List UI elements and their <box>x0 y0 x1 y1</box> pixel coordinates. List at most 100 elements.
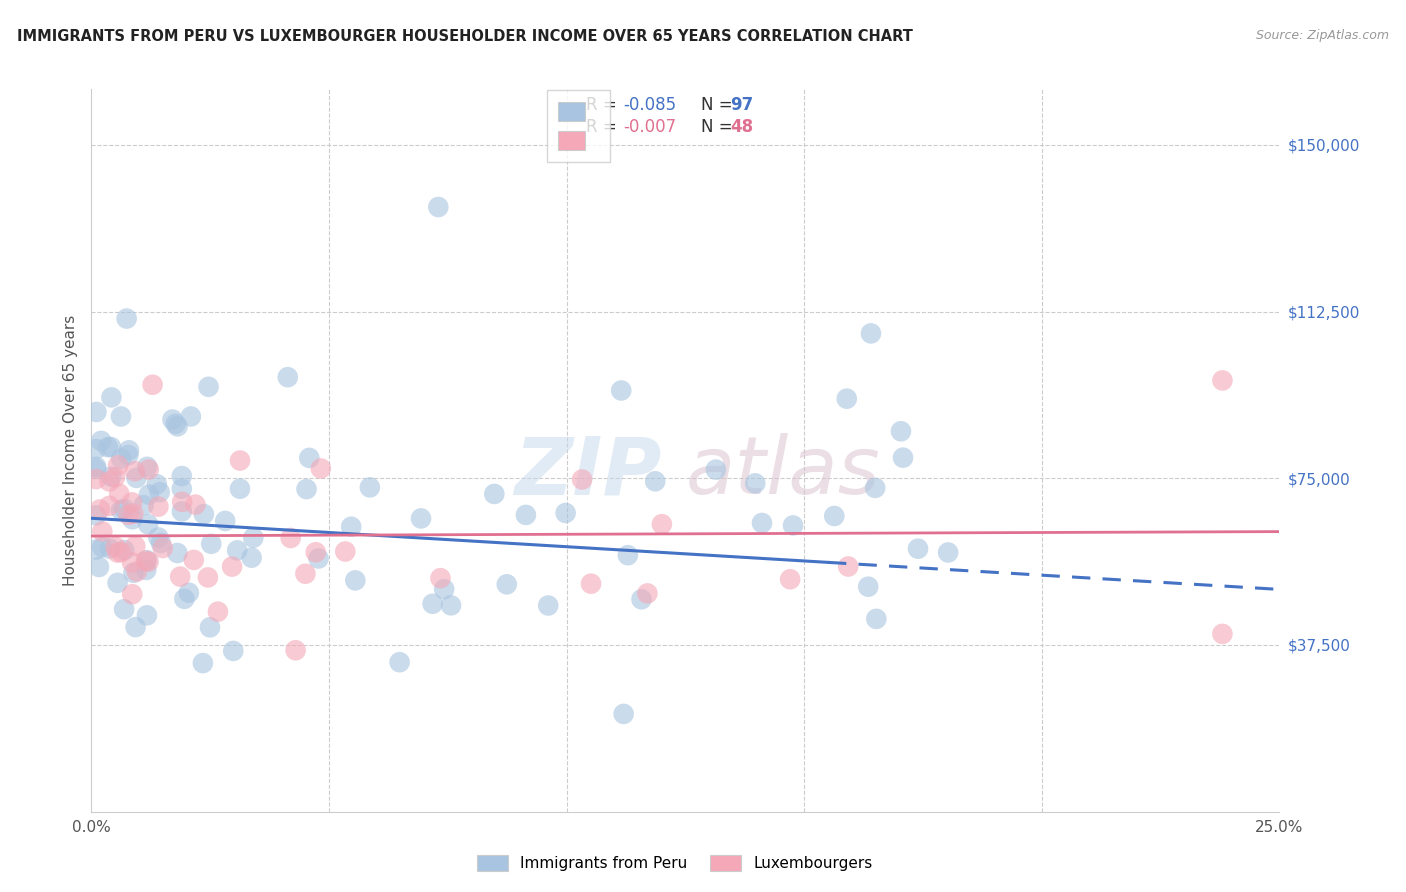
Point <box>89 502 111 516</box>
Point <box>124 539 146 553</box>
Point <box>121 512 143 526</box>
Point <box>184 498 207 512</box>
Point <box>173 591 195 606</box>
Point <box>112 543 135 558</box>
Point <box>177 585 200 599</box>
Text: ZIP: ZIP <box>515 434 662 511</box>
Legend: , : , <box>547 90 610 162</box>
Point <box>284 643 307 657</box>
Point <box>138 487 160 501</box>
Point <box>125 565 148 579</box>
Point <box>858 580 880 594</box>
Text: Source: ZipAtlas.com: Source: ZipAtlas.com <box>1256 29 1389 42</box>
Point <box>240 550 263 565</box>
Text: 48: 48 <box>731 118 754 136</box>
Point <box>84 462 107 476</box>
Text: R =: R = <box>586 96 621 114</box>
Point <box>166 419 188 434</box>
Point <box>118 443 141 458</box>
Point <box>579 576 602 591</box>
Point <box>142 377 165 392</box>
Point <box>162 412 184 426</box>
Point <box>1211 373 1233 387</box>
Point <box>571 473 593 487</box>
Point <box>172 495 194 509</box>
Point <box>180 409 202 424</box>
Point <box>107 458 129 473</box>
Text: N =: N = <box>700 96 738 114</box>
Point <box>148 530 170 544</box>
Point <box>823 508 845 523</box>
Point <box>84 542 107 557</box>
Point <box>907 541 929 556</box>
Point <box>124 464 146 478</box>
Point <box>152 541 174 555</box>
Point <box>298 450 321 465</box>
Point <box>865 612 887 626</box>
Point <box>146 477 169 491</box>
Point <box>98 541 121 556</box>
Point <box>859 326 882 341</box>
Point <box>309 461 332 475</box>
Text: 97: 97 <box>731 96 754 114</box>
Point <box>554 506 576 520</box>
Point <box>651 517 673 532</box>
Point <box>344 574 367 588</box>
Y-axis label: Householder Income Over 65 years: Householder Income Over 65 years <box>62 315 77 586</box>
Point <box>149 536 172 550</box>
Point <box>112 501 135 516</box>
Text: -0.085: -0.085 <box>624 96 676 114</box>
Point <box>91 541 114 555</box>
Point <box>388 655 411 669</box>
Point <box>112 602 135 616</box>
Point <box>125 471 148 485</box>
Point <box>515 508 537 522</box>
Point <box>890 424 912 438</box>
Point <box>636 586 658 600</box>
Point <box>84 472 107 486</box>
Point <box>100 469 122 483</box>
Point <box>121 555 143 569</box>
Point <box>84 459 107 474</box>
Point <box>170 504 193 518</box>
Point <box>191 656 214 670</box>
Point <box>115 311 138 326</box>
Point <box>891 450 914 465</box>
Point <box>308 551 330 566</box>
Point <box>121 587 143 601</box>
Point <box>87 560 110 574</box>
Point <box>117 448 139 462</box>
Point <box>121 495 143 509</box>
Point <box>537 599 560 613</box>
Point <box>863 481 886 495</box>
Point <box>335 544 357 558</box>
Point <box>440 599 463 613</box>
Point <box>136 459 159 474</box>
Point <box>422 597 444 611</box>
Point <box>100 390 122 404</box>
Point <box>744 476 766 491</box>
Point <box>135 563 157 577</box>
Point <box>207 605 229 619</box>
Point <box>295 482 318 496</box>
Text: N =: N = <box>700 118 738 136</box>
Point <box>340 520 363 534</box>
Point <box>166 546 188 560</box>
Point <box>104 540 127 554</box>
Point <box>751 516 773 530</box>
Point <box>305 545 328 559</box>
Point <box>610 384 633 398</box>
Point <box>138 555 160 569</box>
Point <box>170 469 193 483</box>
Point <box>122 566 145 580</box>
Point <box>104 470 127 484</box>
Point <box>835 392 858 406</box>
Point <box>124 620 146 634</box>
Text: IMMIGRANTS FROM PERU VS LUXEMBOURGER HOUSEHOLDER INCOME OVER 65 YEARS CORRELATIO: IMMIGRANTS FROM PERU VS LUXEMBOURGER HOU… <box>17 29 912 44</box>
Point <box>359 480 381 494</box>
Text: atlas: atlas <box>685 434 880 511</box>
Point <box>91 524 114 539</box>
Point <box>136 553 159 567</box>
Point <box>169 569 191 583</box>
Point <box>98 475 121 489</box>
